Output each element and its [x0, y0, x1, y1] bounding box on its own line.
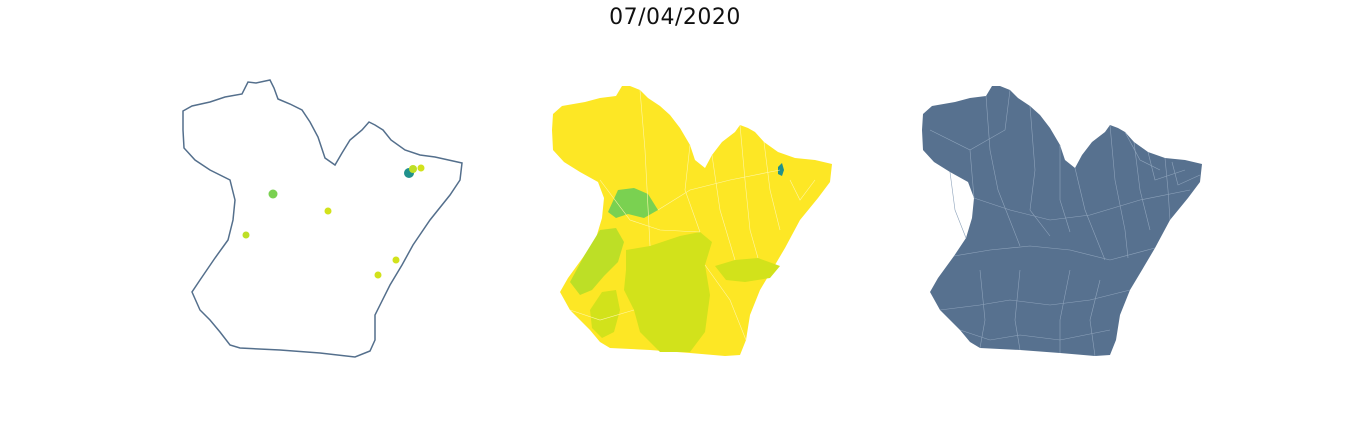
municipality-boundaries	[929, 89, 1201, 357]
data-point	[392, 256, 400, 264]
map-panel-outline	[182, 79, 463, 358]
data-point	[324, 207, 332, 215]
data-point	[242, 231, 250, 239]
region-lime-center	[624, 232, 712, 352]
state-fill-slate	[922, 86, 1202, 356]
data-point	[268, 189, 278, 199]
map-date-title: 07/04/2020	[609, 5, 741, 30]
region-lime-east	[715, 258, 780, 282]
data-point	[409, 165, 417, 173]
data-point	[374, 271, 382, 279]
municipality-lines	[569, 89, 816, 341]
region-green	[608, 188, 658, 218]
map-panel-municipalities	[922, 86, 1202, 357]
state-outline	[182, 79, 463, 358]
state-fill-yellow	[552, 86, 832, 356]
data-point	[417, 164, 425, 172]
map-panel-choropleth	[552, 86, 832, 356]
region-lime-southwest	[590, 290, 620, 338]
region-lime-west	[570, 228, 624, 295]
region-teal	[778, 163, 784, 176]
